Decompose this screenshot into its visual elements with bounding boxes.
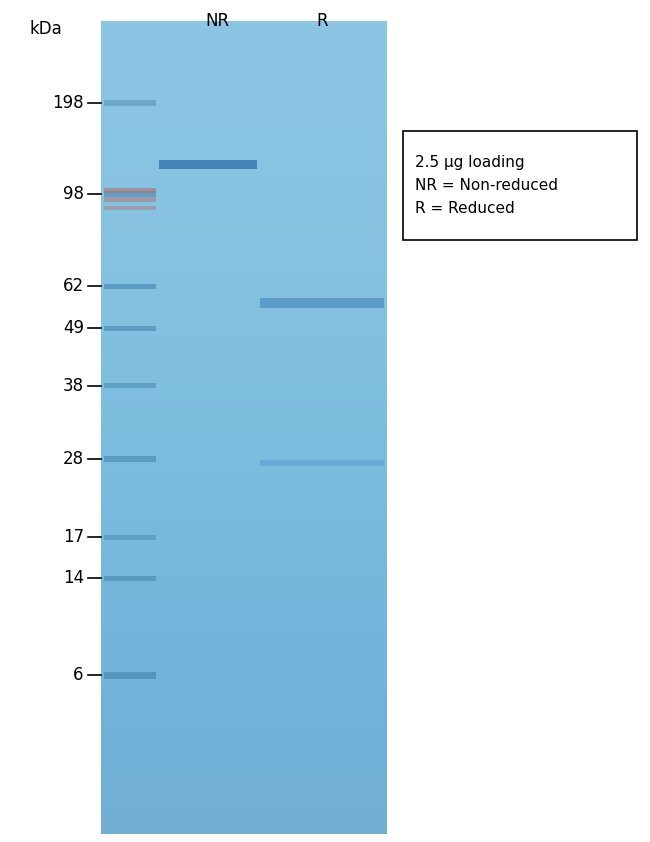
Bar xyxy=(104,188,156,193)
Bar xyxy=(104,576,156,581)
Bar xyxy=(403,131,637,240)
Text: 62: 62 xyxy=(63,277,84,296)
Text: 198: 198 xyxy=(52,93,84,112)
Bar xyxy=(104,197,156,201)
Bar xyxy=(104,190,156,196)
Bar xyxy=(101,21,387,834)
Text: 38: 38 xyxy=(63,376,84,395)
Bar xyxy=(104,456,156,461)
Text: 6: 6 xyxy=(73,666,84,685)
Text: NR: NR xyxy=(205,12,230,30)
Bar xyxy=(260,298,384,308)
Text: 98: 98 xyxy=(63,184,84,203)
Text: 2.5 μg loading
NR = Non-reduced
R = Reduced: 2.5 μg loading NR = Non-reduced R = Redu… xyxy=(415,155,558,216)
Bar xyxy=(159,159,257,168)
Bar xyxy=(104,383,156,388)
Bar xyxy=(104,535,156,540)
Bar xyxy=(104,326,156,331)
Text: 14: 14 xyxy=(63,569,84,588)
Text: 28: 28 xyxy=(63,450,84,468)
Bar xyxy=(104,99,156,105)
Text: 17: 17 xyxy=(63,528,84,546)
Bar xyxy=(260,460,384,466)
Text: 49: 49 xyxy=(63,319,84,338)
Text: R: R xyxy=(316,12,328,30)
Text: kDa: kDa xyxy=(29,20,62,39)
Bar xyxy=(104,205,156,210)
Bar xyxy=(104,284,156,289)
Bar xyxy=(104,672,156,679)
